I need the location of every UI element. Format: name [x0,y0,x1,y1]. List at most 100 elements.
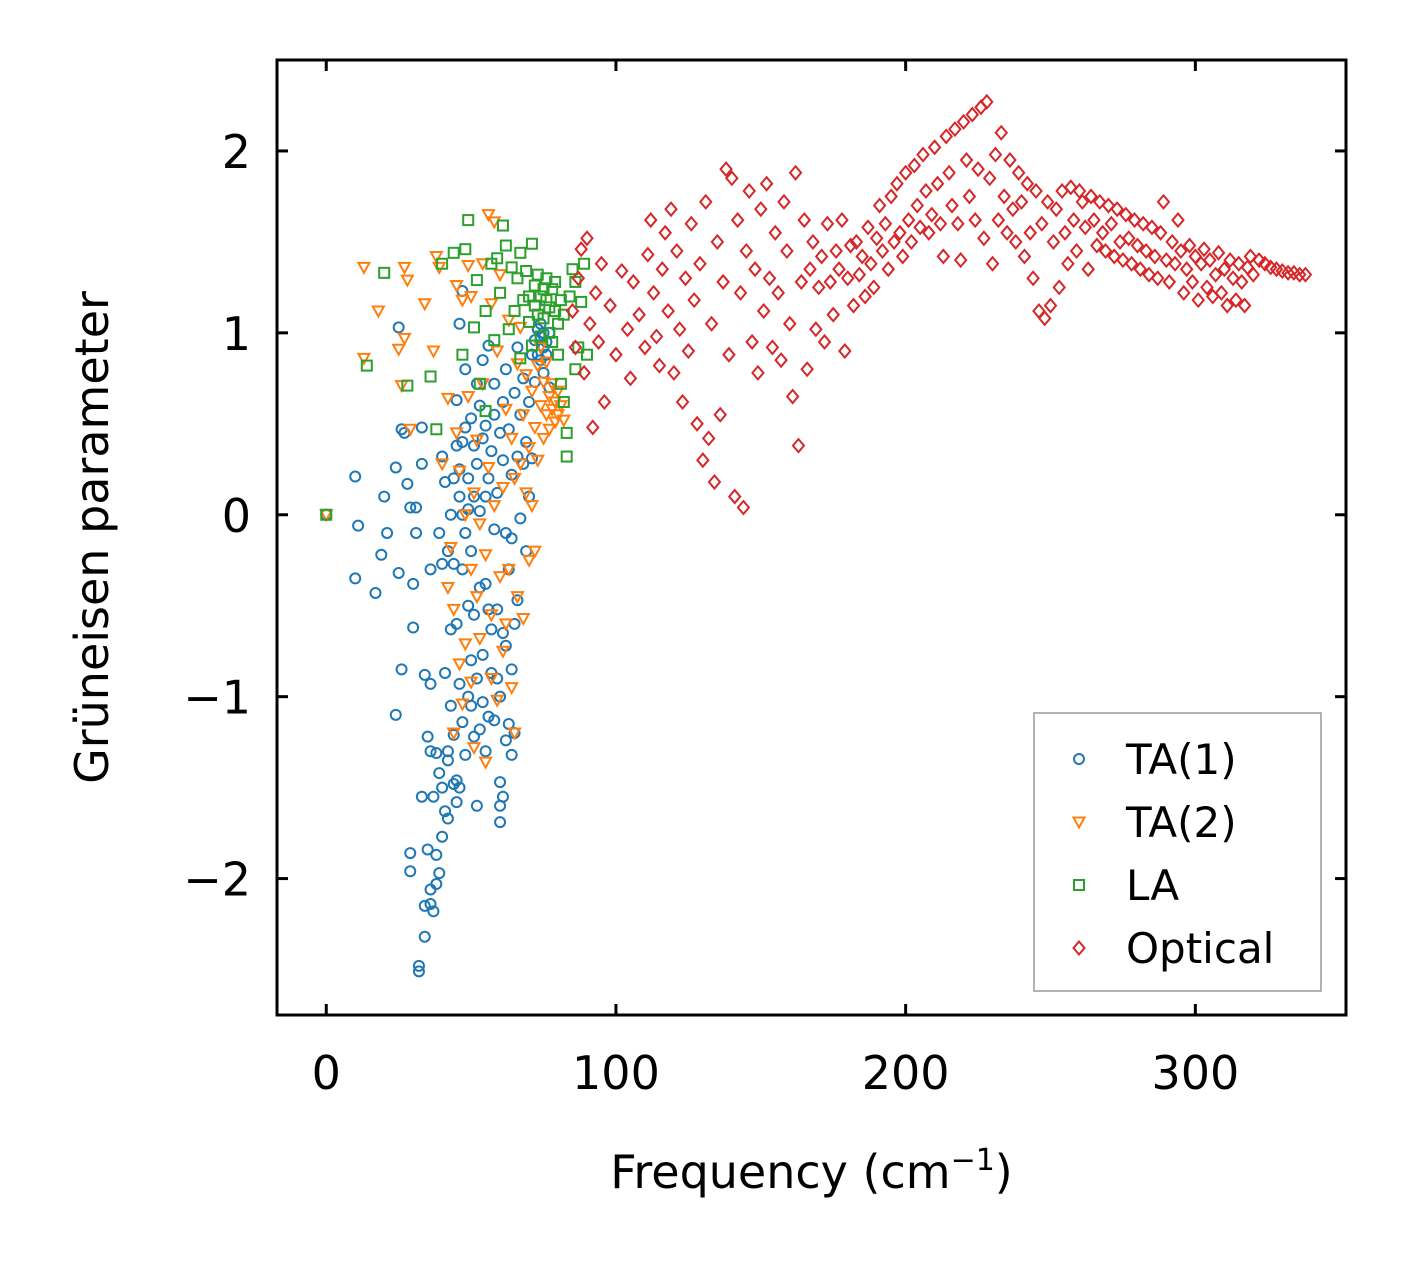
data-point [534,330,547,343]
data-point [447,557,460,570]
data-point [1023,224,1038,241]
data-point [1258,255,1272,272]
data-point [424,370,437,383]
data-point [1121,230,1136,247]
data-point [470,457,483,470]
data-point [389,461,402,474]
data-point [418,930,431,943]
data-point [404,865,417,878]
data-point [669,242,684,260]
plot-frame [275,58,1348,1017]
data-point [418,899,431,912]
data-point [609,346,623,363]
data-point [1237,297,1252,314]
data-point [453,490,466,503]
series-la [320,214,593,521]
data-point [1029,182,1043,200]
x-axis-title-suffix: ) [995,1145,1013,1199]
data-point [655,261,670,278]
data-point [466,487,482,501]
data-point [496,219,509,232]
data-point [501,563,516,577]
data-point [436,557,449,570]
data-point [678,270,693,287]
data-point [467,490,480,503]
data-point [498,618,514,632]
data-point [453,317,466,330]
data-point [1171,212,1185,229]
data-point [643,212,658,229]
data-point [950,215,965,232]
data-point [369,586,382,599]
data-point [1014,193,1029,210]
data-point [864,255,878,272]
data-point [352,519,365,532]
data-point [430,848,443,861]
data-point [939,128,954,145]
data-point [563,290,576,303]
data-point [440,392,456,406]
data-point [450,394,463,407]
data-point [436,781,449,794]
data-point [748,261,762,278]
data-point [614,262,629,280]
data-point [768,224,783,241]
data-point [523,395,536,408]
data-point [407,577,420,590]
data-point [623,370,638,387]
data-point [771,284,785,301]
data-point [1095,224,1110,241]
data-point [962,188,977,205]
data-point [410,526,423,539]
data-point [577,364,591,381]
data-point [568,339,583,356]
data-point [1098,242,1113,260]
data-point [404,501,417,514]
data-point [942,164,956,181]
data-point [1052,279,1067,296]
data-point [421,730,434,743]
data-point [1046,233,1061,250]
data-point [759,175,774,192]
data-point [452,465,467,479]
data-point [514,512,527,525]
data-point [704,315,719,332]
data-point [968,212,982,229]
data-point [525,237,538,250]
data-point [1020,175,1035,192]
data-point [463,563,479,577]
data-point [349,572,362,585]
data-point [809,321,823,338]
data-point [765,339,780,356]
data-point [356,352,372,366]
data-point [898,164,913,181]
data-point [478,756,493,770]
data-point [487,500,502,514]
data-point [499,734,512,747]
data-point [756,302,771,320]
data-point [418,668,431,681]
y-tick-label: −1 [183,671,251,725]
data-point [489,345,505,359]
data-point [803,261,817,278]
data-point [467,608,480,621]
data-point [458,638,473,652]
data-point [320,508,333,521]
data-point [956,113,971,130]
data-point [890,175,904,192]
data-point [1124,255,1139,272]
data-point [436,450,449,463]
data-point [450,796,463,809]
data-point [835,212,849,229]
data-point [1017,248,1032,265]
data-point [730,212,745,229]
data-point [895,248,910,265]
data-point [1243,248,1258,265]
data-point [652,357,667,374]
data-point [1006,201,1020,218]
data-point [476,354,489,367]
data-point [719,161,733,178]
data-point [667,364,681,381]
data-point [991,212,1006,229]
